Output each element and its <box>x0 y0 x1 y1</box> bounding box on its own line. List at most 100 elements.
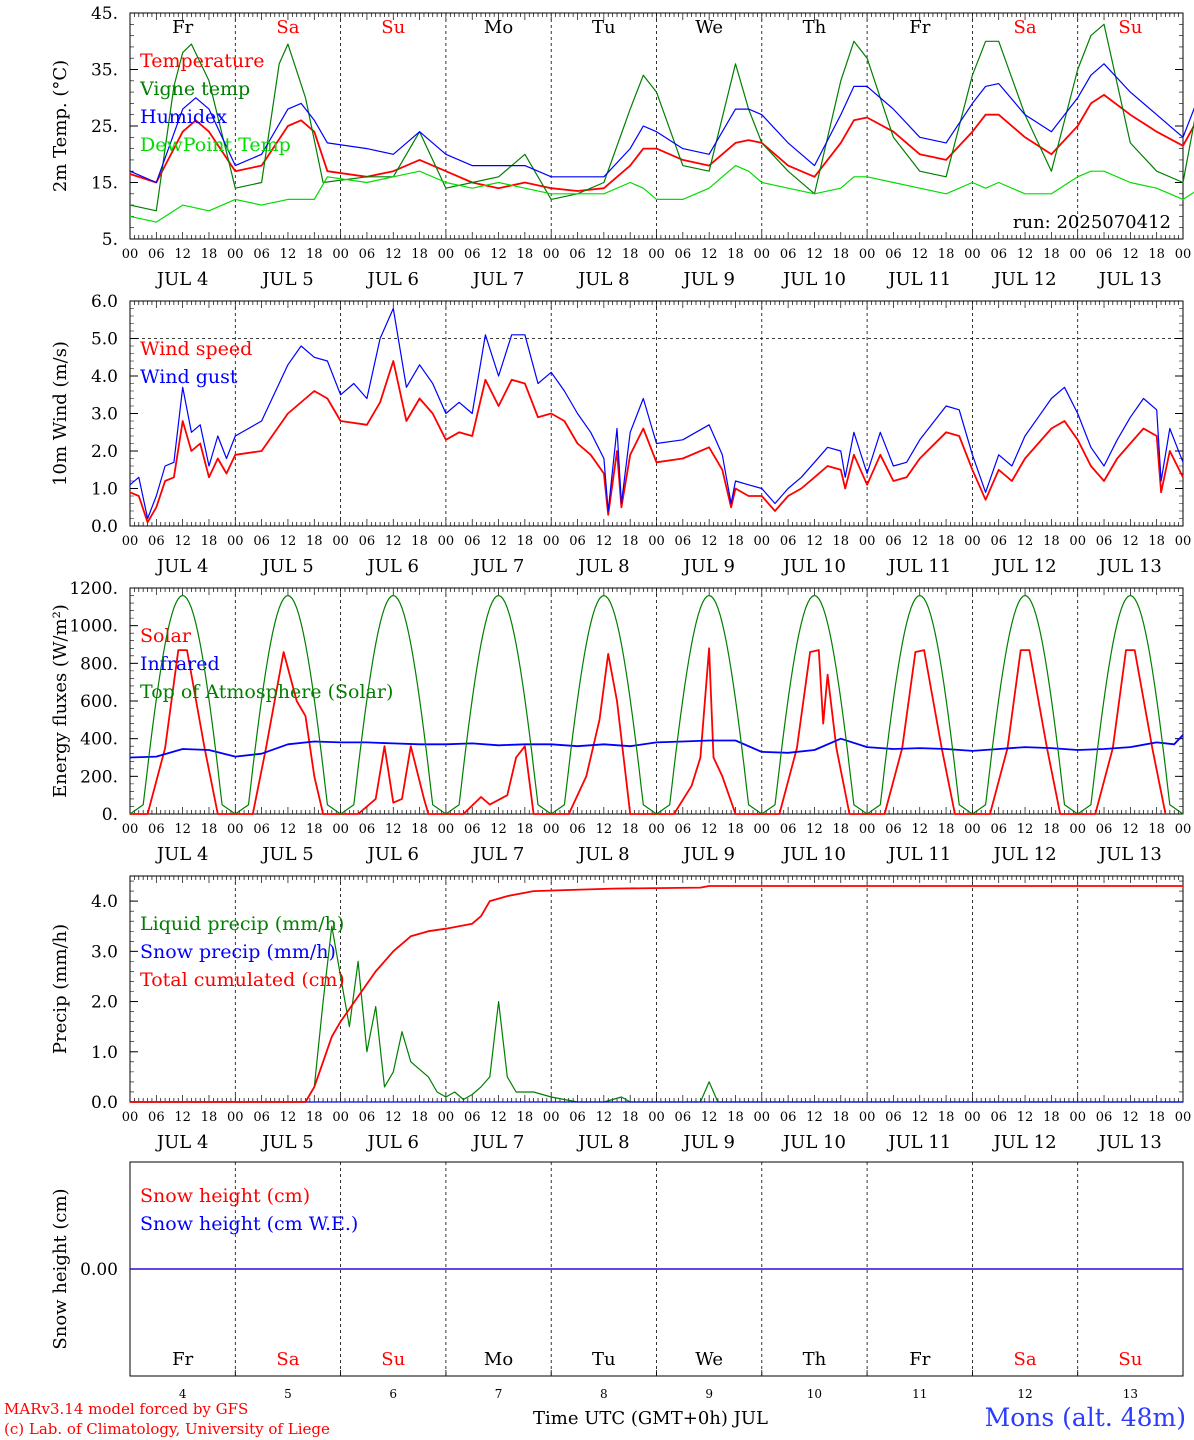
hour-label: 00 <box>648 534 665 549</box>
date-label: JUL 9 <box>681 269 735 290</box>
panel-4: 4.0 3.0 2.0 1.0 0.0 Precip (mm/h) Liquid preci… <box>50 875 1191 1153</box>
hour-label: 18 <box>306 247 323 262</box>
date-label: JUL 10 <box>781 556 846 577</box>
hour-label: 06 <box>780 247 797 262</box>
y-tick-label: 4.0 <box>91 892 118 912</box>
hour-label: 12 <box>280 534 297 549</box>
hour-label: 00 <box>648 1110 665 1125</box>
day-name: Fr <box>909 17 930 38</box>
date-label: JUL 5 <box>260 269 314 290</box>
y-tick-label: 2.0 <box>91 993 118 1013</box>
hour-label: 00 <box>859 247 876 262</box>
series-line-wind-speed <box>129 360 1184 524</box>
hour-label: 00 <box>122 822 139 837</box>
hour-label: 12 <box>385 247 402 262</box>
hour-label: 18 <box>727 534 744 549</box>
day-number: 9 <box>705 1387 713 1401</box>
hour-label: 06 <box>885 1110 902 1125</box>
hour-label: 00 <box>438 822 455 837</box>
date-label: JUL 7 <box>471 1132 525 1153</box>
hour-label: 12 <box>1122 534 1139 549</box>
date-label: JUL 13 <box>1097 556 1162 577</box>
hour-label: 06 <box>464 534 481 549</box>
series-line-top-of-atmosphere-solar- <box>129 594 1184 815</box>
hour-label: 12 <box>1122 247 1139 262</box>
hour-label: 18 <box>306 822 323 837</box>
hour-label: 06 <box>990 822 1007 837</box>
hour-label: 00 <box>1069 534 1086 549</box>
hour-label: 12 <box>280 822 297 837</box>
hour-label: 06 <box>464 1110 481 1125</box>
panel-3: 1200. 1000. 800. 600. 400. 200. 0. Energy fluxe… <box>50 579 1191 865</box>
hour-label: 18 <box>517 822 534 837</box>
hour-label: 00 <box>122 534 139 549</box>
hour-label: 00 <box>648 822 665 837</box>
y-axis-label: Snow height (cm) <box>50 1188 71 1349</box>
hour-label: 18 <box>517 534 534 549</box>
y-tick-label: 45. <box>91 4 118 24</box>
hour-label: 18 <box>727 822 744 837</box>
hour-label: 00 <box>1069 247 1086 262</box>
hour-label: 00 <box>1175 534 1192 549</box>
hour-label: 18 <box>517 247 534 262</box>
hour-label: 06 <box>990 534 1007 549</box>
hour-label: 06 <box>1096 1110 1113 1125</box>
hour-label: 00 <box>332 1110 349 1125</box>
station-name: Mons (alt. 48m) <box>984 1403 1186 1432</box>
y-tick-label: 0. <box>102 805 118 825</box>
hour-ticks <box>129 876 1184 1102</box>
hour-label: 12 <box>490 822 507 837</box>
hour-label: 12 <box>701 247 718 262</box>
y-tick-label: 5. <box>102 230 118 250</box>
date-label: JUL 7 <box>471 269 525 290</box>
hour-label: 12 <box>490 247 507 262</box>
legend-entry: Snow height (cm W.E.) <box>140 1213 358 1235</box>
series-line-temperature <box>129 94 1194 192</box>
hour-label: 00 <box>438 1110 455 1125</box>
day-number: 6 <box>389 1387 397 1401</box>
hour-label: 12 <box>174 534 191 549</box>
hour-label: 12 <box>385 822 402 837</box>
hour-label: 18 <box>1043 1110 1060 1125</box>
date-label: JUL 10 <box>781 1132 846 1153</box>
hour-ticks <box>129 13 1184 239</box>
day-name: Su <box>381 1349 405 1370</box>
legend-entry: Solar <box>140 625 192 647</box>
day-name: Tu <box>592 17 616 38</box>
hour-label: 18 <box>201 534 218 549</box>
hour-label: 06 <box>569 822 586 837</box>
hour-label: 06 <box>359 534 376 549</box>
hour-label: 00 <box>859 822 876 837</box>
date-label: JUL 7 <box>471 844 525 865</box>
series-line-wind-gust <box>129 307 1184 520</box>
date-label: JUL 4 <box>155 1132 209 1153</box>
date-label: JUL 9 <box>681 844 735 865</box>
hour-label: 06 <box>1096 534 1113 549</box>
day-number: 7 <box>495 1387 503 1401</box>
date-label: JUL 13 <box>1097 269 1162 290</box>
hour-label: 06 <box>148 822 165 837</box>
day-number: 13 <box>1123 1387 1138 1401</box>
panel-2: 6.0 5.0 4.0 3.0 2.0 1.0 0.0 10m Wind (m/s) Wind … <box>50 292 1191 577</box>
hour-label: 06 <box>885 822 902 837</box>
hour-label: 06 <box>885 247 902 262</box>
date-label: JUL 9 <box>681 556 735 577</box>
legend-entry: Infrared <box>140 653 220 675</box>
hour-label: 12 <box>174 822 191 837</box>
hour-label: 06 <box>569 1110 586 1125</box>
hour-label: 18 <box>622 534 639 549</box>
hour-label: 18 <box>833 1110 850 1125</box>
day-number: 11 <box>912 1387 927 1401</box>
hour-label: 18 <box>833 247 850 262</box>
hour-label: 06 <box>464 247 481 262</box>
y-tick-label: 35. <box>91 61 118 81</box>
day-number: 10 <box>807 1387 822 1401</box>
hour-label: 00 <box>227 822 244 837</box>
hour-label: 18 <box>201 247 218 262</box>
hour-label: 12 <box>911 1110 928 1125</box>
hour-label: 18 <box>938 1110 955 1125</box>
date-label: JUL 4 <box>155 556 209 577</box>
hour-label: 12 <box>1017 1110 1034 1125</box>
hour-label: 12 <box>174 247 191 262</box>
legend-entry: Vigne temp <box>139 78 250 100</box>
